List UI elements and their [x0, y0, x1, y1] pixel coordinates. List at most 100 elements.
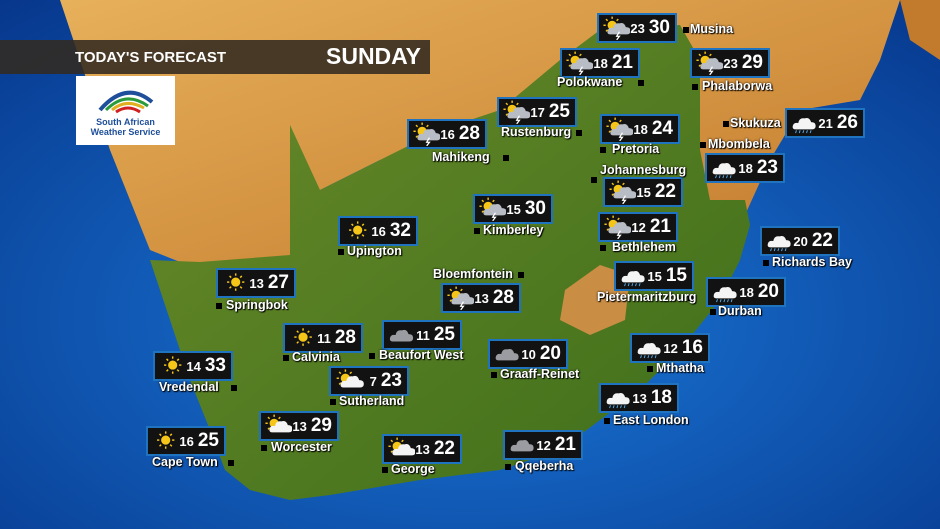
- rain-cloud-icon: [621, 270, 645, 287]
- rain-cloud-icon: [712, 162, 736, 179]
- sun-cloud-thunder-icon: [503, 100, 531, 124]
- min-temp: 13: [474, 290, 489, 306]
- cloud-icon: [510, 439, 534, 452]
- min-temp: 16: [179, 433, 194, 449]
- sun-cloud-thunder-icon: [479, 197, 507, 221]
- min-temp: 15: [636, 184, 651, 200]
- city-marker: [700, 142, 706, 148]
- lesotho: [560, 265, 630, 335]
- city-marker: [261, 445, 267, 451]
- sun-icon: [157, 431, 175, 449]
- sun-cloud-thunder-icon: [566, 51, 594, 75]
- forecast-box: 13 28: [441, 283, 521, 313]
- forecast-box: 11 25: [382, 320, 462, 350]
- forecast-header: TODAY'S FORECAST SUNDAY: [0, 40, 430, 74]
- city-name: Mahikeng: [432, 150, 490, 164]
- city-marker: [330, 399, 336, 405]
- city-name: Bloemfontein: [433, 267, 513, 281]
- max-temp: 29: [310, 415, 332, 436]
- cloud-icon: [389, 329, 414, 342]
- city-marker: [600, 147, 606, 153]
- forecast-box: 13 29: [259, 411, 339, 441]
- city-name: Johannesburg: [600, 163, 687, 177]
- city-name: Rustenburg: [501, 125, 572, 139]
- forecast-box: 12 16: [630, 333, 710, 363]
- rain-cloud-icon: [792, 117, 816, 134]
- city-marker: [710, 309, 716, 315]
- sun-cloud-thunder-icon: [447, 286, 475, 310]
- city-name: Vredendal: [159, 380, 219, 394]
- city-name: East London: [613, 413, 689, 427]
- min-temp: 11: [416, 327, 430, 343]
- city-name: Skukuza: [730, 116, 781, 130]
- rain-cloud-icon: [606, 392, 630, 409]
- forecast-box: 13 18: [599, 383, 679, 413]
- city-name: George: [391, 462, 435, 476]
- min-temp: 18: [593, 55, 608, 71]
- max-temp: 16: [681, 337, 703, 358]
- rain-cloud-icon: [637, 342, 661, 359]
- city-marker: [692, 84, 698, 90]
- city-marker: [369, 353, 375, 359]
- forecast-box: 15 22: [603, 177, 683, 207]
- city-name: Richards Bay: [772, 255, 852, 269]
- sun-cloud-icon: [265, 414, 293, 433]
- city-marker: [604, 418, 610, 424]
- forecast-box: 16 28: [407, 119, 487, 149]
- max-temp: 33: [204, 355, 226, 376]
- forecast-box: 18 20: [706, 277, 786, 307]
- forecast-box: 18 23: [705, 153, 785, 183]
- city-marker: [505, 464, 511, 470]
- logo-text: South African Weather Service: [90, 117, 161, 137]
- city-name: Springbok: [226, 298, 288, 312]
- max-temp: 30: [524, 198, 546, 219]
- city-name: Calvinia: [292, 350, 340, 364]
- max-temp: 20: [757, 281, 779, 302]
- forecast-box: 20 22: [760, 226, 840, 256]
- min-temp: 10: [521, 346, 536, 362]
- forecast-box: 12 21: [503, 430, 583, 460]
- sun-cloud-thunder-icon: [609, 180, 637, 204]
- sun-icon: [164, 356, 182, 374]
- city-name: Pretoria: [612, 142, 660, 156]
- min-temp: 18: [738, 160, 753, 176]
- city-marker: [763, 260, 769, 266]
- min-temp: 7: [369, 373, 377, 389]
- saws-logo: South African Weather Service: [76, 76, 175, 145]
- max-temp: 21: [554, 434, 576, 455]
- max-temp: 28: [458, 123, 480, 144]
- max-temp: 21: [611, 52, 633, 73]
- sun-icon: [294, 328, 312, 346]
- min-temp: 13: [415, 441, 430, 457]
- sun-cloud-icon: [336, 369, 364, 388]
- max-temp: 28: [334, 327, 356, 348]
- city-marker: [338, 249, 344, 255]
- city-marker: [382, 467, 388, 473]
- max-temp: 22: [811, 230, 833, 251]
- forecast-box: 12 21: [598, 212, 678, 242]
- forecast-box: 23 29: [690, 48, 770, 78]
- city-marker: [283, 355, 289, 361]
- max-temp: 20: [539, 343, 561, 364]
- city-name: Phalaborwa: [702, 79, 773, 93]
- city-name: Kimberley: [483, 223, 544, 237]
- sun-cloud-thunder-icon: [603, 16, 631, 40]
- city-marker: [474, 228, 480, 234]
- city-name: Qqeberha: [515, 459, 574, 473]
- city-marker: [591, 177, 597, 183]
- city-name: Beaufort West: [379, 348, 464, 362]
- max-temp: 15: [665, 265, 687, 286]
- city-name: Sutherland: [339, 394, 405, 408]
- city-name: Worcester: [271, 440, 332, 454]
- max-temp: 25: [197, 430, 219, 451]
- min-temp: 18: [633, 121, 648, 137]
- forecast-box: 13 27: [216, 268, 296, 298]
- max-temp: 30: [648, 17, 670, 38]
- city-marker: [231, 385, 237, 391]
- max-temp: 28: [492, 287, 514, 308]
- sun-cloud-thunder-icon: [696, 51, 724, 75]
- min-temp: 20: [793, 233, 808, 249]
- forecast-box: 18 24: [600, 114, 680, 144]
- city-name: Durban: [718, 304, 762, 318]
- min-temp: 15: [506, 201, 521, 217]
